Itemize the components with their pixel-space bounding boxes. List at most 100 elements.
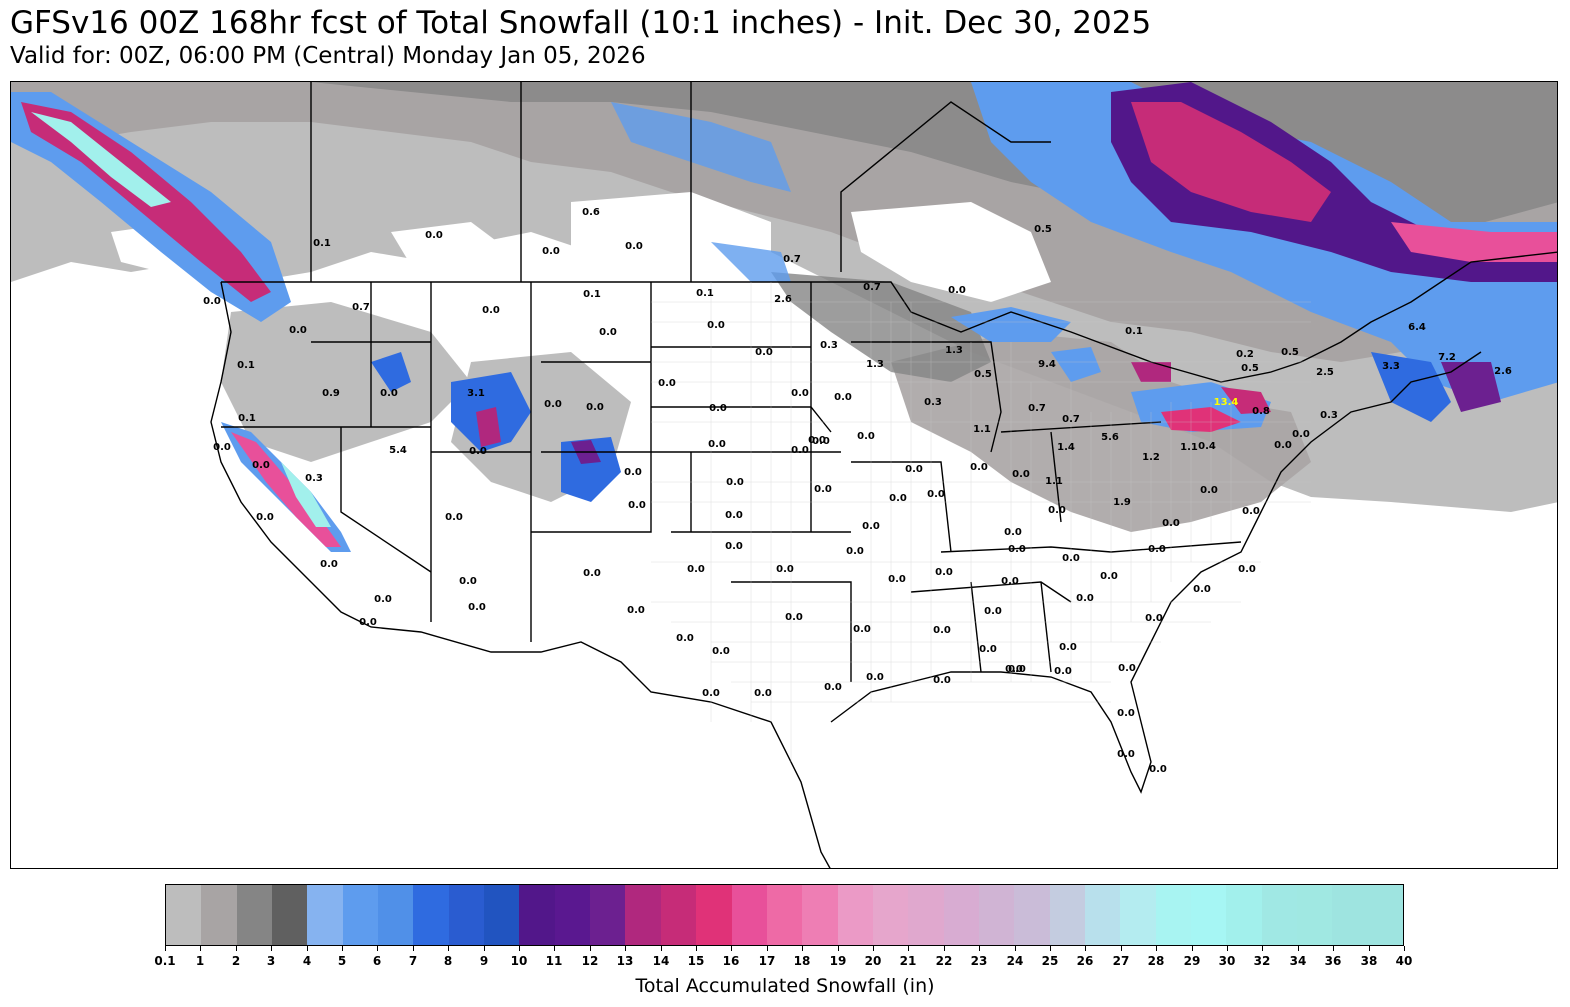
station-value-label: 3.3	[1382, 361, 1400, 372]
station-value-label: 0.6	[582, 207, 600, 218]
station-value-label: 0.0	[754, 688, 772, 699]
station-values: 0.6 0.0 0.0 0.0 0.1 0.5 0.7 0.7 2.6 0.1 0.1 0.0 0.0 0…	[203, 207, 1512, 775]
colorbar-tick-mark	[448, 946, 449, 951]
colorbar-tick-label: 28	[1147, 954, 1165, 968]
station-value-label: 0.0	[709, 403, 727, 414]
station-value-label: 0.0	[712, 646, 730, 657]
colorbar-tick-mark	[590, 946, 591, 951]
colorbar-title: Total Accumulated Snowfall (in)	[635, 975, 935, 997]
colorbar-tick-label: 9	[479, 954, 489, 968]
station-value-label: 0.0	[425, 230, 443, 241]
colorbar-tick-label: 16	[722, 954, 740, 968]
colorbar-tick-mark	[731, 946, 732, 951]
station-value-label: 0.7	[783, 254, 801, 265]
station-value-label: 0.0	[948, 285, 966, 296]
station-value-label: 0.0	[676, 633, 694, 644]
station-value-label: 0.1	[1125, 326, 1143, 337]
station-value-label: 0.0	[1054, 666, 1072, 677]
station-value-label: 0.3	[1320, 410, 1338, 421]
station-value-label: 7.2	[1438, 352, 1456, 363]
station-value-label: 0.0	[834, 392, 852, 403]
map-title: GFSv16 00Z 168hr fcst of Total Snowfall …	[10, 5, 1152, 41]
station-value-label: 0.0	[482, 305, 500, 316]
station-value-label: 0.0	[702, 688, 720, 699]
station-value-label: 0.0	[927, 489, 945, 500]
colorbar-tick-label: 12	[581, 954, 599, 968]
colorbar-tick-label: 20	[864, 954, 882, 968]
station-value-label: 0.1	[238, 413, 256, 424]
colorbar-segment	[660, 885, 697, 945]
station-value-label: 0.0	[1292, 429, 1310, 440]
colorbar-tick-mark	[1015, 946, 1016, 951]
station-value-label: 0.0	[542, 246, 560, 257]
colorbar-tick-label: 2	[231, 954, 241, 968]
colorbar-segment	[978, 885, 1015, 945]
station-value-label: 0.0	[708, 439, 726, 450]
colorbar-tick-label: 19	[829, 954, 847, 968]
station-value-label: 0.0	[979, 644, 997, 655]
colorbar-segment	[943, 885, 979, 945]
colorbar-tick-mark	[873, 946, 874, 951]
colorbar-tick-label: 40	[1395, 954, 1413, 968]
station-value-label: 0.0	[970, 462, 988, 473]
colorbar-tick-label: 0.1	[154, 954, 176, 968]
station-value-label: 0.7	[1062, 414, 1080, 425]
station-value-label: 1.2	[1142, 452, 1160, 463]
colorbar-segment	[1332, 885, 1368, 945]
station-value-label: 0.0	[1148, 544, 1166, 555]
county-lines	[651, 282, 1311, 762]
station-value-label: 0.1	[696, 288, 714, 299]
station-value-label: 0.0	[889, 493, 907, 504]
station-value-label: 0.0	[625, 241, 643, 252]
station-value-label: 0.0	[1100, 571, 1118, 582]
station-value-label: 0.0	[1274, 440, 1292, 451]
station-value-label: 0.9	[322, 388, 340, 399]
colorbar-segment	[201, 885, 237, 945]
station-value-label: 2.5	[1316, 367, 1334, 378]
colorbar-segment	[519, 885, 555, 945]
colorbar-segment	[1084, 885, 1121, 945]
station-value-label: 1.3	[945, 345, 963, 356]
station-value-label: 0.0	[624, 467, 642, 478]
colorbar-tick-label: 8	[443, 954, 453, 968]
station-value-label: 0.0	[203, 296, 221, 307]
colorbar-tick-mark	[413, 946, 414, 951]
station-value-label: 0.0	[862, 521, 880, 532]
station-value-label: 0.0	[1118, 663, 1136, 674]
colorbar-tick-label: 6	[372, 954, 382, 968]
colorbar-segment	[166, 885, 202, 945]
colorbar-tick-label: 26	[1076, 954, 1094, 968]
station-value-label: 0.0	[725, 541, 743, 552]
station-value-label: 0.5	[1281, 347, 1299, 358]
colorbar-segment	[1120, 885, 1156, 945]
colorbar-tick-mark	[1298, 946, 1299, 951]
station-value-label: 0.0	[445, 512, 463, 523]
station-value-label: 0.0	[1059, 642, 1077, 653]
station-value-label: 0.0	[857, 431, 875, 442]
station-value-label: 0.1	[237, 360, 255, 371]
colorbar-ticks: 0.1 1 2 3 4 5 6 7 8 9 10 11 12 13 14 15 16 17 18 19 20 21 22 23…	[154, 946, 1412, 974]
station-value-label: 0.0	[1001, 576, 1019, 587]
station-value-label: 13.4	[1214, 397, 1239, 408]
station-value-label: 0.0	[888, 574, 906, 585]
station-value-label: 0.7	[863, 282, 881, 293]
station-value-label: 0.0	[1005, 664, 1023, 675]
colorbar-segment	[766, 885, 803, 945]
station-value-label: 1.1	[1180, 442, 1198, 453]
colorbar-tick-label: 11	[545, 954, 563, 968]
station-value-label: 9.4	[1038, 359, 1056, 370]
colorbar-tick-label: 25	[1041, 954, 1059, 968]
colorbar-tick-label: 34	[1289, 954, 1307, 968]
colorbar-tick-label: 13	[616, 954, 634, 968]
station-value-label: 0.0	[1242, 506, 1260, 517]
colorbar-segment	[1014, 885, 1050, 945]
station-value-label: 0.0	[1238, 564, 1256, 575]
colorbar-tick-mark	[979, 946, 980, 951]
colorbar	[165, 884, 1404, 946]
station-value-label: 0.0	[791, 445, 809, 456]
station-value-label: 0.0	[853, 624, 871, 635]
station-value-label: 0.0	[791, 388, 809, 399]
station-value-label: 0.0	[905, 464, 923, 475]
station-value-label: 0.0	[1145, 613, 1163, 624]
colorbar-segment	[342, 885, 379, 945]
